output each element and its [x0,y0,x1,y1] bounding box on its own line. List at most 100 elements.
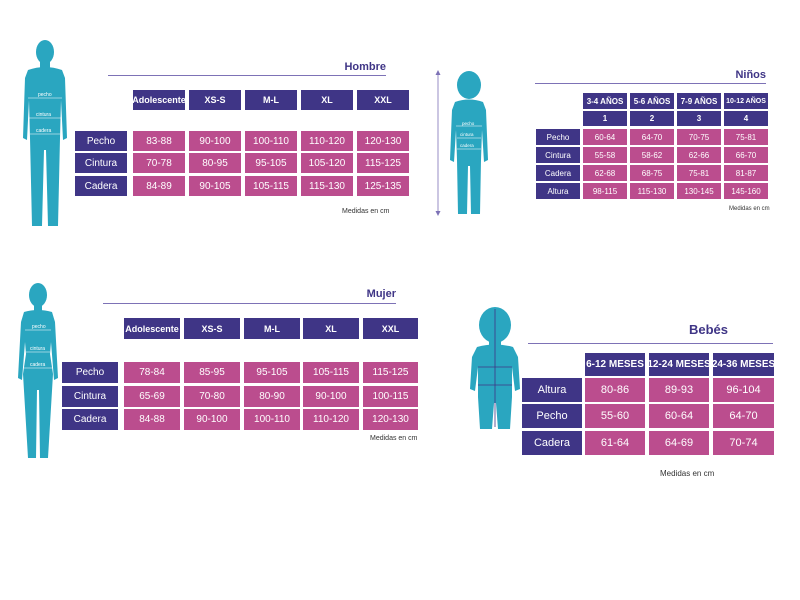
ninos-cell: 62-68 [583,165,627,181]
ninos-cell: 145-160 [724,183,768,199]
bebes-header: 12-24 MESES [647,353,711,376]
mujer-fig-label-pecho: pecho [32,324,46,330]
ninos-fig-label-cintura: cintura [460,132,474,137]
bebes-cell: 60-64 [649,404,709,428]
ninos-fig-label-pecho: pecho [462,121,475,126]
bebes-cell: 89-93 [649,378,709,402]
mujer-cell: 120-130 [363,409,418,430]
ninos-cell: 115-130 [630,183,674,199]
hombre-cell: 105-115 [245,176,297,196]
hombre-cell: 95-105 [245,153,297,173]
height-arrow-icon [435,70,441,216]
bebes-row-label: Cadera [522,431,582,455]
bebes-title: Bebés [688,322,728,337]
hombre-note: Medidas en cm [342,208,390,215]
mujer-row-label: Cintura [62,386,118,407]
hombre-fig-label-cadera: cadera [36,128,52,134]
bebes-row-label: Altura [522,378,582,402]
ninos-cell: 55-58 [583,147,627,163]
mujer-header: XS-S [184,318,240,339]
mujer-cell: 65-69 [124,386,180,407]
mujer-cell: 85-95 [184,362,240,383]
ninos-subheader: 2 [630,111,674,126]
bebes-cell: 64-69 [649,431,709,455]
ninos-note: Medidas en cm [729,206,770,212]
bebes-rule [528,343,773,344]
mujer-fig-label-cintura: cintura [30,346,45,352]
ninos-header: 3-4 AÑOS [583,93,627,109]
mujer-rule [103,303,396,304]
ninos-cell: 81-87 [724,165,768,181]
ninos-cell: 62-66 [677,147,721,163]
bebes-cell: 80-86 [585,378,645,402]
ninos-cell: 75-81 [724,129,768,145]
mujer-cell: 78-84 [124,362,180,383]
bebes-cell: 55-60 [585,404,645,428]
baby-figure [470,307,520,429]
hombre-cell: 90-100 [189,131,241,151]
ninos-cell: 68-75 [630,165,674,181]
hombre-header: Adolescente [132,90,186,110]
mujer-header: XXL [363,318,418,339]
ninos-subheader: 1 [583,111,627,126]
hombre-title: Hombre [344,61,386,73]
mujer-cell: 95-105 [244,362,300,383]
mujer-title: Mujer [366,288,396,300]
mujer-cell: 84-88 [124,409,180,430]
bebes-note: Medidas en cm [660,469,715,478]
hombre-cell: 115-125 [357,153,409,173]
ninos-cell: 60-64 [583,129,627,145]
bebes-cell: 64-70 [713,404,774,428]
bebes-header: 24-36 MESES [712,353,775,376]
hombre-cell: 100-110 [245,131,297,151]
ninos-cell: 58-62 [630,147,674,163]
mujer-cell: 100-110 [244,409,300,430]
mujer-header: M-L [244,318,300,339]
hombre-cell: 105-120 [301,153,353,173]
hombre-cell: 125-135 [357,176,409,196]
hombre-cell: 84-89 [133,176,185,196]
mujer-cell: 90-100 [303,386,359,407]
hombre-cell: 110-120 [301,131,353,151]
bebes-cell: 96-104 [713,378,774,402]
mujer-cell: 110-120 [303,409,359,430]
ninos-row-label: Altura [536,183,580,199]
ninos-cell: 130-145 [677,183,721,199]
ninos-cell: 70-75 [677,129,721,145]
hombre-rule [108,75,386,76]
bebes-row-label: Pecho [522,404,582,428]
ninos-header: 10-12 AÑOS [724,93,768,109]
hombre-row-label: Pecho [75,131,127,151]
bebes-header: 6-12 MESES [585,353,645,376]
ninos-rule [535,83,766,84]
ninos-subheader: 3 [677,111,721,126]
hombre-cell: 83-88 [133,131,185,151]
hombre-cell: 70-78 [133,153,185,173]
mujer-row-label: Pecho [62,362,118,383]
ninos-header: 7-9 AÑOS [677,93,721,109]
mujer-header: Adolescente [124,318,180,339]
hombre-cell: 120-130 [357,131,409,151]
ninos-subheader: 4 [724,111,768,126]
mujer-cell: 115-125 [363,362,418,383]
ninos-cell: 66-70 [724,147,768,163]
woman-figure: pecho cintura cadera [18,283,58,458]
mujer-header: XL [303,318,359,339]
ninos-row-label: Cadera [536,165,580,181]
bebes-cell: 61-64 [585,431,645,455]
man-figure: pecho cintura cadera [23,40,67,226]
mujer-cell: 70-80 [184,386,240,407]
mujer-cell: 100-115 [363,386,418,407]
mujer-cell: 90-100 [184,409,240,430]
ninos-cell: 75-81 [677,165,721,181]
hombre-cell: 115-130 [301,176,353,196]
hombre-fig-label-cintura: cintura [36,112,51,118]
hombre-header: M-L [245,90,297,110]
hombre-fig-label-pecho: pecho [38,92,52,98]
mujer-cell: 105-115 [303,362,359,383]
bebes-cell: 70-74 [713,431,774,455]
hombre-cell: 80-95 [189,153,241,173]
ninos-title: Niños [735,69,766,81]
mujer-row-label: Cadera [62,409,118,430]
ninos-row-label: Pecho [536,129,580,145]
